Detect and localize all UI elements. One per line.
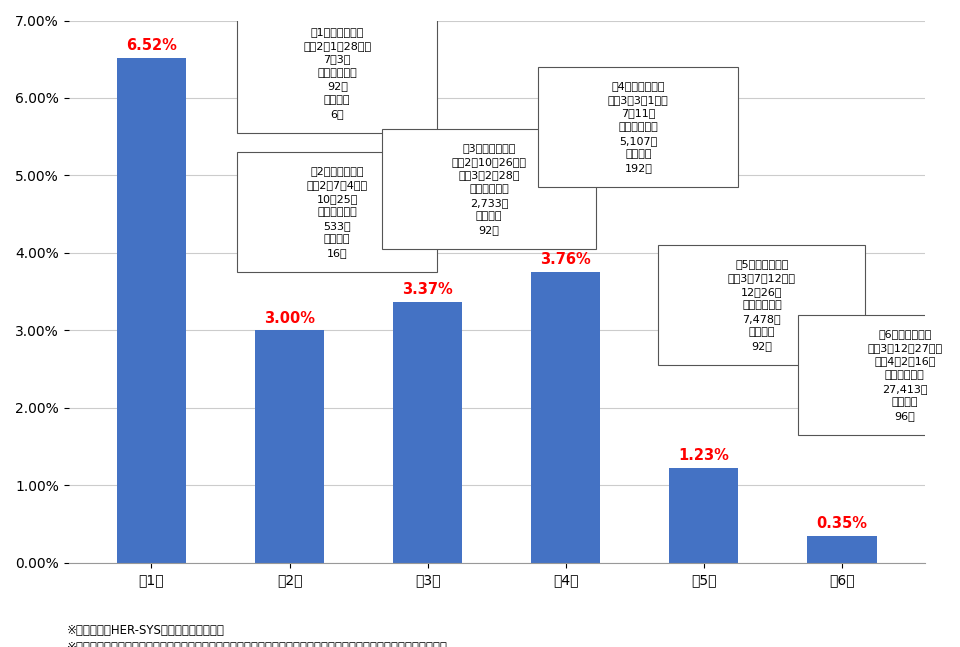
Text: 3.37%: 3.37% <box>402 282 453 297</box>
Text: 3.00%: 3.00% <box>264 311 315 326</box>
Text: ※重症者数はHER-SYSのデータを元に集計: ※重症者数はHER-SYSのデータを元に集計 <box>67 624 225 637</box>
Bar <box>807 536 876 563</box>
FancyBboxPatch shape <box>539 67 738 187</box>
FancyBboxPatch shape <box>237 13 438 133</box>
Text: 第5波を含む期間
令和3年7月12日～
12月26日
新規感染者数
7,478名
重症者数
92名: 第5波を含む期間 令和3年7月12日～ 12月26日 新規感染者数 7,478名… <box>728 259 796 351</box>
FancyBboxPatch shape <box>798 315 960 435</box>
Text: 第6波を含む期間
令和3年12月27日～
令和4年2月16日
新規感染者数
27,413名
重症者数
96名: 第6波を含む期間 令和3年12月27日～ 令和4年2月16日 新規感染者数 27… <box>867 329 943 421</box>
Bar <box>117 58 186 563</box>
Text: 第1波を含む期間
令和2年1月28日～
7月3日
新規感染者数
92名
重症者数
6名: 第1波を含む期間 令和2年1月28日～ 7月3日 新規感染者数 92名 重症者数… <box>303 27 372 118</box>
FancyBboxPatch shape <box>382 129 596 249</box>
Text: 3.76%: 3.76% <box>540 252 591 267</box>
FancyBboxPatch shape <box>237 152 438 272</box>
Bar <box>669 468 738 563</box>
FancyBboxPatch shape <box>659 245 866 366</box>
Text: ※重症者には死亡者を含む。また、死亡者には、直接の死因が新型コロナウイルス感染症と認められなかった事例を含む: ※重症者には死亡者を含む。また、死亡者には、直接の死因が新型コロナウイルス感染症… <box>67 641 448 647</box>
Text: 0.35%: 0.35% <box>816 516 868 531</box>
Bar <box>531 272 600 563</box>
Text: 第2波を含む期間
令和2年7月4日～
10月25日
新規感染者数
533名
重症者数
16名: 第2波を含む期間 令和2年7月4日～ 10月25日 新規感染者数 533名 重症… <box>306 166 368 258</box>
Text: 6.52%: 6.52% <box>126 38 177 53</box>
Bar <box>394 302 462 563</box>
Bar <box>255 331 324 563</box>
Text: 第3波を含む期間
令和2年10月26日～
令和3年2月28日
新規感染者数
2,733名
重症者数
92名: 第3波を含む期間 令和2年10月26日～ 令和3年2月28日 新規感染者数 2,… <box>451 143 527 235</box>
Text: 第4波を含む期間
令和3年3月1日～
7月11日
新規感染者数
5,107名
重症者数
192名: 第4波を含む期間 令和3年3月1日～ 7月11日 新規感染者数 5,107名 重… <box>608 82 669 173</box>
Text: 1.23%: 1.23% <box>679 448 730 463</box>
